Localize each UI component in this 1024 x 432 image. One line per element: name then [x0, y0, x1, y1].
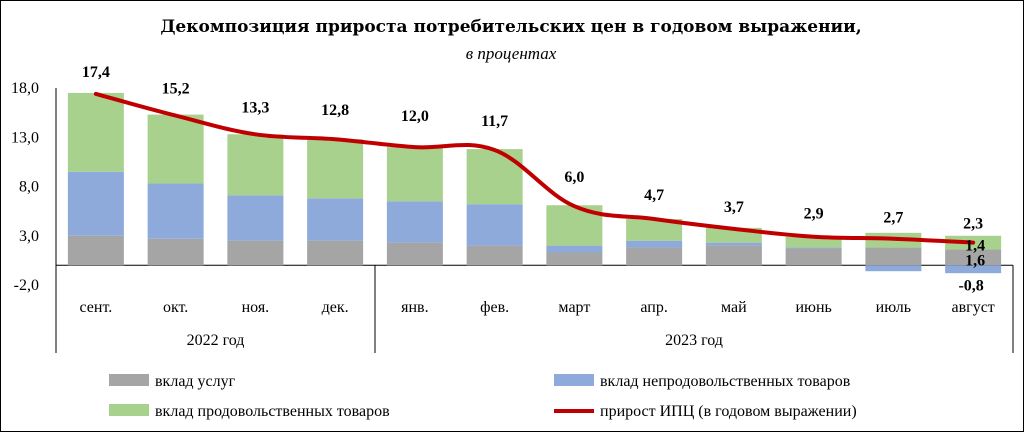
bar-segment — [626, 247, 683, 266]
category-label: сент. — [80, 299, 113, 316]
bars — [67, 92, 1002, 274]
category-label: июль — [876, 299, 911, 316]
cpi-value-label: 13,3 — [241, 99, 269, 116]
cpi-value-label: 11,7 — [481, 113, 508, 130]
bar-segment — [386, 242, 443, 266]
category-label: янв. — [401, 299, 428, 316]
bar-segment — [227, 240, 284, 266]
contribution-label: 1,4 — [965, 237, 985, 254]
cpi-value-label: 15,2 — [162, 81, 190, 98]
y-tick-label: 3,0 — [19, 228, 39, 245]
y-tick-label: 13,0 — [11, 129, 39, 146]
legend-label: вклад услуг — [155, 373, 236, 390]
cpi-value-label: 17,4 — [82, 64, 110, 81]
bar-segment — [307, 139, 364, 199]
legend-item: вклад непродовольственных товаров — [554, 373, 851, 390]
bar-segment — [785, 247, 842, 249]
cpi-value-label: 4,7 — [644, 187, 664, 204]
bar-segment — [67, 92, 124, 172]
bar-segment — [386, 147, 443, 202]
bar-segment — [147, 183, 204, 239]
bar-segment — [227, 134, 284, 196]
bar-segment — [865, 247, 922, 266]
legend-swatch — [109, 374, 149, 386]
legend-label: вклад продовольственных товаров — [155, 403, 390, 420]
category-label: март — [558, 299, 590, 316]
cpi-line-layer — [93, 91, 976, 245]
chart-title: Декомпозиция прироста потребительских це… — [160, 17, 861, 37]
bar-segment — [307, 240, 364, 266]
bar-segment — [147, 238, 204, 266]
legend-item: вклад продовольственных товаров — [109, 403, 390, 420]
category-label: август — [951, 299, 994, 316]
cpi-value-label: 2,7 — [883, 210, 903, 227]
bar-segment — [785, 248, 842, 266]
cpi-value-label: 12,8 — [321, 102, 349, 119]
bar-segment — [147, 114, 204, 184]
contribution-label: 1,6 — [965, 252, 985, 269]
legend-item: вклад услуг — [109, 373, 236, 390]
bar-segment — [466, 245, 523, 266]
group-year-label: 2022 год — [187, 332, 245, 349]
cpi-line — [93, 91, 976, 245]
y-tick-label: 18,0 — [11, 80, 39, 97]
bar-segment — [546, 252, 603, 266]
bar-segment — [705, 245, 762, 266]
legend-label: вклад непродовольственных товаров — [600, 373, 851, 390]
bar-segment — [307, 198, 364, 241]
bar-segment — [945, 265, 1002, 274]
chart-subtitle: в процентах — [466, 44, 557, 63]
category-label: окт. — [163, 299, 188, 316]
category-label: фев. — [480, 299, 509, 316]
legend-swatch — [109, 404, 149, 416]
cpi-value-label: 3,7 — [724, 199, 744, 216]
bar-segment — [945, 249, 1002, 266]
cpi-value-label: 6,0 — [564, 169, 584, 186]
legend-swatch — [554, 374, 594, 386]
y-tick-label: -2,0 — [14, 277, 39, 294]
legend-item: прирост ИПЦ (в годовом выражении) — [554, 403, 857, 420]
bar-segment — [626, 240, 683, 248]
bar-segment — [67, 235, 124, 266]
bar-segment — [227, 195, 284, 241]
bar-segment — [785, 236, 842, 248]
cpi-value-label: 2,9 — [804, 206, 824, 223]
category-label: апр. — [640, 299, 667, 316]
group-year-label: 2023 год — [665, 332, 723, 349]
bar-segment — [626, 219, 683, 241]
bar-segment — [466, 204, 523, 246]
y-tick-label: 8,0 — [19, 179, 39, 196]
category-label: июнь — [795, 299, 831, 316]
axes: 18,0 13,0 8,0 3,0 -2,0 сент. окт. ноя. дек. янв. ф… — [11, 80, 1014, 353]
cpi-value-label: 12,0 — [401, 108, 429, 125]
category-label: ноя. — [242, 299, 270, 316]
category-label: дек. — [322, 299, 349, 316]
bar-segment — [705, 242, 762, 246]
data-labels: 17,4 15,2 13,3 12,8 12,0 11,7 6,0 4,7 3,7 2,9 2,7 2… — [82, 64, 985, 294]
bar-segment — [386, 201, 443, 243]
bar-segment — [67, 171, 124, 236]
bar-segment — [865, 265, 922, 272]
bar-segment — [466, 149, 523, 205]
cpi-value-label: 2,3 — [963, 216, 983, 233]
legend-label: прирост ИПЦ (в годовом выражении) — [600, 403, 857, 420]
category-label: май — [721, 299, 747, 316]
legend: вклад услуг вклад непродовольственных тов… — [109, 373, 857, 420]
bar-segment — [546, 245, 603, 253]
contribution-label: -0,8 — [958, 277, 983, 294]
